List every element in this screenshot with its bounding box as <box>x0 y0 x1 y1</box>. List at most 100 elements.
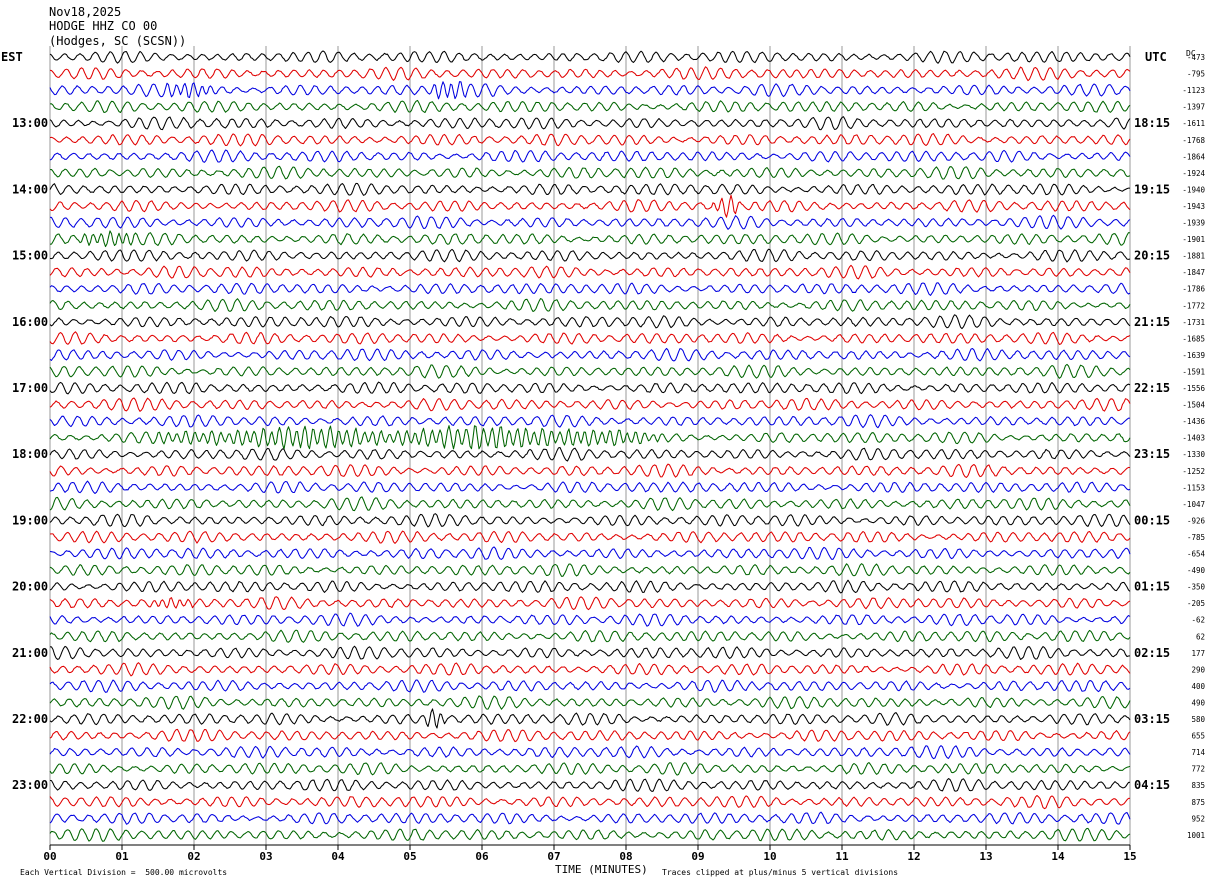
dc-offset-label: -1639 <box>1182 351 1205 360</box>
trace-row <box>49 778 1131 792</box>
plot-date: Nov18,2025 <box>49 5 122 19</box>
x-tick-label: 14 <box>1051 850 1065 863</box>
dc-offset-label: -654 <box>1187 550 1206 559</box>
trace-row <box>49 248 1131 263</box>
dc-offset-label: -1436 <box>1182 417 1205 426</box>
trace-row <box>49 811 1131 825</box>
x-tick-label: 04 <box>331 850 345 863</box>
dc-offset-label: -1881 <box>1182 252 1205 261</box>
station-location: (Hodges, SC (SCSN)) <box>49 34 187 48</box>
dc-offset-label: 875 <box>1191 798 1205 807</box>
dc-offset-label: -1847 <box>1182 268 1205 277</box>
scale-note: Each Vertical Division = 500.00 microvol… <box>20 868 228 877</box>
clip-note: Traces clipped at plus/minus 5 vertical … <box>662 868 899 877</box>
right-hour-label: 18:15 <box>1134 116 1170 130</box>
trace-row <box>49 612 1131 627</box>
right-hour-label: 23:15 <box>1134 447 1170 461</box>
trace-row <box>49 194 1131 218</box>
seismic-traces <box>49 50 1131 842</box>
trace-row <box>49 827 1131 842</box>
dc-offset-label: 400 <box>1191 682 1205 691</box>
trace-row <box>49 149 1131 163</box>
left-hour-label: 19:00 <box>12 513 48 527</box>
dc-offset-label: -473 <box>1187 53 1205 62</box>
trace-row <box>49 679 1131 693</box>
trace-row <box>49 264 1131 280</box>
x-tick-label: 09 <box>691 850 704 863</box>
dc-offset-label: -1772 <box>1182 301 1205 310</box>
trace-row <box>49 116 1131 131</box>
trace-row <box>49 496 1131 512</box>
trace-row <box>49 425 1131 450</box>
right-hour-label: 21:15 <box>1134 315 1170 329</box>
trace-row <box>49 165 1131 180</box>
dc-offset-label: -785 <box>1187 533 1205 542</box>
right-hour-label: 22:15 <box>1134 381 1170 395</box>
dc-offset-label: -1685 <box>1182 334 1205 343</box>
trace-row <box>49 363 1131 379</box>
x-tick-label: 12 <box>907 850 920 863</box>
dc-offset-label: -1940 <box>1182 185 1205 194</box>
x-tick-label: 13 <box>979 850 992 863</box>
dc-offset-label: -1591 <box>1182 367 1205 376</box>
dc-offset-label: 772 <box>1191 765 1205 774</box>
dc-offset-label: -1252 <box>1182 467 1205 476</box>
trace-row <box>49 397 1131 412</box>
dc-offset-label: -1924 <box>1182 169 1205 178</box>
x-tick-label: 10 <box>763 850 776 863</box>
dc-offset-label: -1901 <box>1182 235 1205 244</box>
dc-offset-label: -490 <box>1187 566 1206 575</box>
trace-row <box>49 762 1131 776</box>
trace-row <box>49 66 1131 82</box>
left-hour-label: 17:00 <box>12 381 48 395</box>
minute-gridlines <box>49 46 1131 850</box>
trace-row <box>49 794 1131 810</box>
dc-offset-label: -1943 <box>1182 202 1205 211</box>
trace-row <box>49 414 1131 429</box>
station-name: HODGE HHZ CO 00 <box>49 19 158 33</box>
x-tick-label: 06 <box>475 850 489 863</box>
dc-offset-label: -350 <box>1187 583 1206 592</box>
trace-row <box>49 50 1131 64</box>
trace-row <box>49 182 1130 196</box>
trace-row <box>49 662 1131 677</box>
dc-offset-label: -1047 <box>1182 500 1205 509</box>
dc-offset-label: 1001 <box>1187 831 1205 840</box>
dc-offset-label: -1768 <box>1182 136 1205 145</box>
left-hour-label: 13:00 <box>12 116 48 130</box>
dc-offset-label: 490 <box>1191 698 1205 707</box>
dc-offset-label: 290 <box>1191 665 1205 674</box>
trace-row <box>49 530 1131 544</box>
right-hour-label: 19:15 <box>1134 182 1170 196</box>
trace-row <box>49 446 1131 462</box>
x-tick-label: 00 <box>43 850 56 863</box>
left-hour-label: 22:00 <box>12 712 48 726</box>
dc-offset-label: -1939 <box>1182 219 1205 228</box>
dc-offset-label: 714 <box>1191 748 1205 757</box>
right-hour-label: 04:15 <box>1134 778 1170 792</box>
trace-row <box>49 596 1131 611</box>
dc-offset-label: 952 <box>1191 814 1205 823</box>
trace-row <box>49 563 1131 577</box>
dc-offset-label: -795 <box>1187 70 1205 79</box>
left-hour-label: 14:00 <box>12 182 48 196</box>
left-hour-label: 15:00 <box>12 249 48 263</box>
dc-offset-label: -1786 <box>1182 285 1205 294</box>
right-hour-label: 00:15 <box>1134 513 1170 527</box>
dc-offset-label: -1330 <box>1182 450 1205 459</box>
right-hour-label: 03:15 <box>1134 712 1170 726</box>
trace-row <box>49 298 1131 313</box>
x-tick-label: 03 <box>259 850 272 863</box>
trace-row <box>49 133 1131 147</box>
trace-row <box>49 579 1131 594</box>
x-tick-label: 08 <box>619 850 632 863</box>
trace-row <box>49 331 1131 346</box>
trace-row <box>49 230 1131 248</box>
axis-labels: 00 01 02 03 04 05 06 07 08 09 10 11 12 13 14 15 13:00 14:… <box>12 49 1205 863</box>
trace-row <box>49 214 1131 230</box>
dc-offset-label: -1504 <box>1182 401 1205 410</box>
trace-row <box>49 745 1131 760</box>
dc-offset-label: -1403 <box>1182 434 1205 443</box>
trace-row <box>49 480 1131 495</box>
trace-row <box>49 708 1131 729</box>
